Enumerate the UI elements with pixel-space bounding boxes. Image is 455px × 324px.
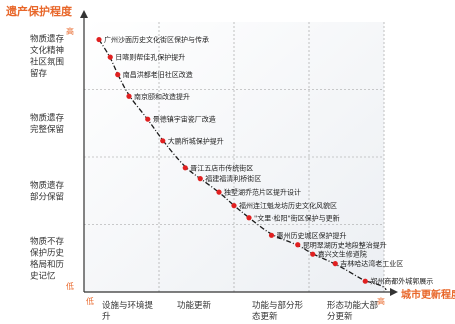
data-point — [160, 138, 165, 143]
data-point-label: 大鹏所城保护提升 — [168, 136, 224, 145]
data-point — [198, 176, 203, 181]
data-point-label: 独墅湖乔范片区提升设计 — [224, 188, 301, 197]
column-label: 功能更新 — [177, 300, 212, 311]
data-point-label: 福建福清利桥街区 — [205, 174, 261, 183]
data-point — [108, 55, 113, 60]
data-point — [310, 252, 315, 257]
data-point — [126, 94, 131, 99]
data-point — [295, 242, 300, 247]
data-point-label: 昆明翠湖历史地段整治提升 — [303, 240, 387, 249]
x-axis-arrow — [390, 288, 398, 296]
data-point-label: 惠州历史城区保护提升 — [277, 231, 347, 240]
data-point-label: 福州连江魁龙坊历史文化风貌区 — [239, 201, 337, 210]
data-point — [363, 279, 368, 284]
y-axis-arrow — [80, 10, 88, 18]
data-point — [231, 203, 236, 208]
data-point-label: 景德镇宇宙瓷厂改造 — [153, 115, 216, 124]
row-label: 物质遗存部分保留 — [30, 180, 65, 203]
data-point-label: 南昌洪都老旧社区改造 — [123, 70, 193, 79]
x-axis-title: 城市更新程度 — [401, 288, 455, 301]
data-point-label: "文里·松阳"街区保护与更新 — [254, 213, 340, 222]
data-point-label: 吉林哈达湾老工业区 — [340, 259, 403, 268]
column-label: 设施与环境提升 — [102, 300, 154, 322]
data-point — [216, 190, 221, 195]
data-point-label: 郑州商都外城郭展示 — [370, 277, 433, 286]
row-label: 物质遗存文化精神社区氛围留存 — [30, 34, 65, 80]
x-high-label: 高 — [377, 296, 385, 306]
data-point — [115, 72, 120, 77]
y-axis-title: 遗产保护程度 — [5, 4, 73, 18]
row-labels: 物质遗存文化精神社区氛围留存物质遗存完整保留物质遗存部分保留物质不存保护历史格局… — [30, 34, 65, 282]
x-low-label: 低 — [86, 296, 94, 306]
data-point-label: 南京颐和改造提升 — [134, 92, 190, 101]
data-point — [246, 215, 251, 220]
row-label: 物质遗存完整保留 — [30, 113, 65, 136]
data-point-label: 嘉兴文生修道院 — [318, 250, 367, 259]
column-label: 形态功能大部分更新 — [327, 300, 379, 322]
data-point — [96, 37, 101, 42]
data-point-label: 日喀则帮佳孔保护提升 — [115, 53, 185, 62]
row-label: 物质不存保护历史格局和历史记忆 — [30, 236, 65, 282]
column-labels: 设施与环境提升 功能更新 功能与部分形态更新 形态功能大部分更新 — [102, 300, 379, 322]
column-label: 功能与部分形态更新 — [252, 300, 304, 322]
y-low-label: 低 — [66, 281, 74, 291]
data-point — [145, 117, 150, 122]
data-point-label: 广州沙面历史文化街区保护与传承 — [104, 35, 209, 44]
y-high-label: 高 — [66, 26, 74, 36]
data-point — [269, 233, 274, 238]
data-point-label: 晋江五店市传统街区 — [190, 163, 253, 172]
data-point — [333, 261, 338, 266]
data-point — [183, 165, 188, 170]
